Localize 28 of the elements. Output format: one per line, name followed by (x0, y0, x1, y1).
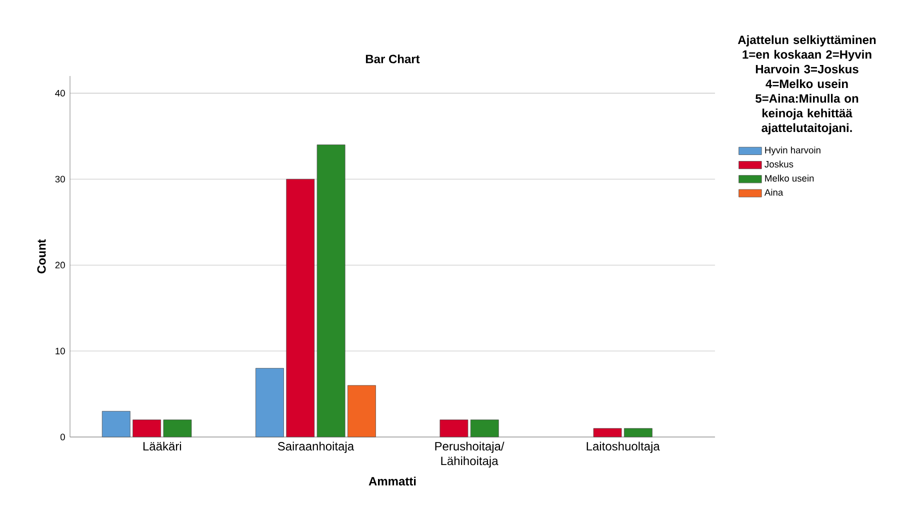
bar (316, 144, 346, 438)
x-axis-title: Ammatti (368, 476, 416, 486)
x-tick-label: Sairaanhoitaja (278, 442, 354, 453)
bar (348, 385, 376, 438)
bar (624, 428, 652, 438)
y-tick-label: 10 (56, 348, 65, 354)
bar (132, 420, 162, 438)
bar (102, 411, 130, 438)
bar (470, 420, 499, 438)
bar (440, 420, 468, 438)
legend-title: Ajattelun selkiyttäminen 1=en koskaan 2=Hyvin Harvoin 3=Joskus 4=Melko usein 5=Aina:Minulla on keinoja kehittää ajattelutaitojani. (738, 35, 876, 134)
x-tick-label: Perushoitaja/ Lähihoitaja (435, 442, 504, 468)
y-axis-title: Count (37, 239, 46, 274)
y-tick-label: 0 (60, 434, 65, 440)
x-tick-label: Laitoshuoltaja (586, 442, 660, 453)
chart-title: Bar Chart (366, 54, 420, 64)
legend-label: Hyvin harvoin (765, 146, 820, 156)
y-tick-label: 20 (55, 262, 65, 268)
bar (256, 368, 284, 438)
legend-label: Melko usein (765, 174, 814, 182)
legend-label: Aina (764, 188, 784, 196)
x-tick-label: Lääkäri (143, 442, 182, 451)
y-tick-label: 30 (55, 176, 65, 182)
legend-label: Joskus (764, 160, 794, 168)
bar (163, 420, 192, 438)
y-tick-label: 40 (55, 90, 65, 96)
bar (593, 428, 622, 438)
bar (286, 178, 315, 438)
